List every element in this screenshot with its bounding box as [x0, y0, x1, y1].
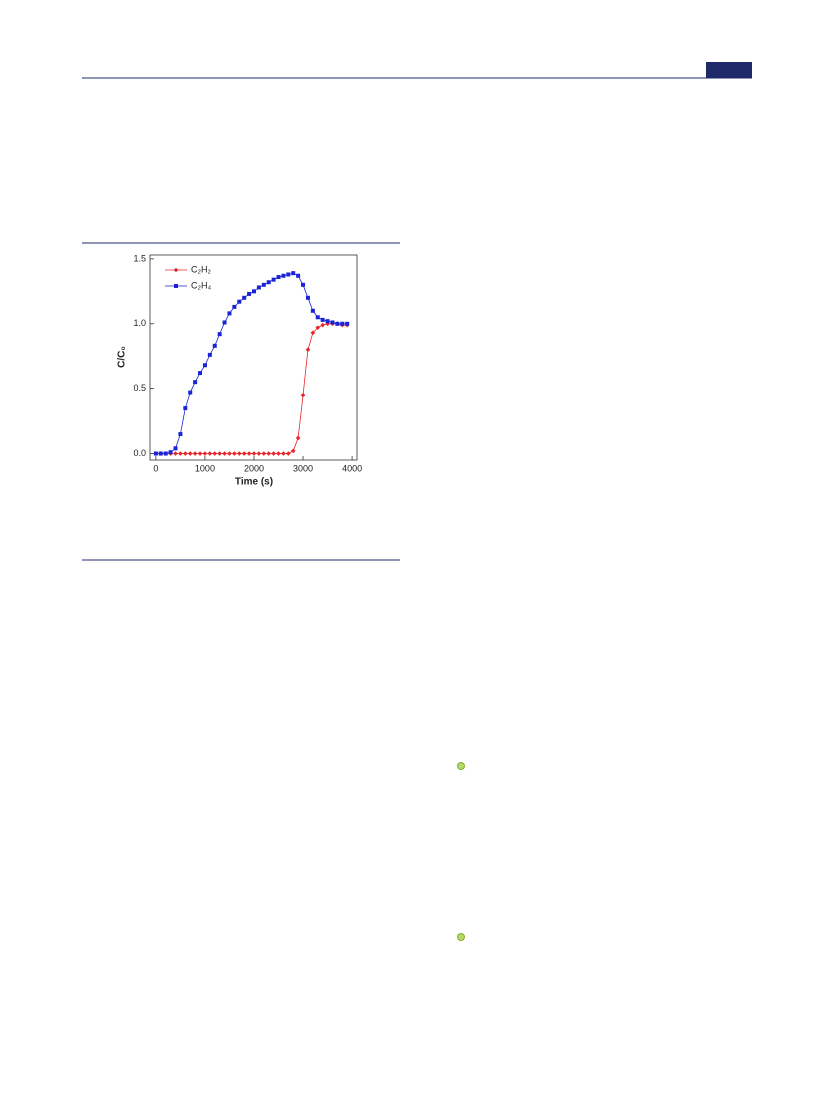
data-point — [153, 451, 158, 456]
y-tick-label: 0.0 — [133, 448, 146, 458]
data-point — [315, 315, 320, 320]
y-axis-label: C/C₀ — [117, 346, 128, 368]
data-point — [183, 451, 188, 456]
legend-marker — [174, 284, 178, 288]
data-point — [266, 280, 271, 285]
data-point — [168, 450, 173, 455]
data-point — [163, 451, 168, 456]
bullet-icon — [457, 762, 465, 770]
chart: Time (s) C/C₀ 0 1000 2000 3000 4000 0.0 0.5 1.0… — [117, 253, 362, 487]
y-tick-label: 1.5 — [133, 253, 146, 263]
x-axis-label: Time (s) — [235, 477, 273, 488]
data-point — [227, 311, 232, 316]
data-point — [271, 277, 276, 282]
data-point — [330, 320, 335, 325]
data-point — [281, 451, 286, 456]
data-point — [266, 451, 272, 456]
header-badge — [706, 62, 752, 78]
data-point — [241, 451, 247, 456]
data-point — [325, 319, 330, 324]
data-point — [173, 451, 178, 456]
data-point — [202, 363, 207, 368]
data-point — [212, 343, 217, 348]
data-point — [300, 392, 306, 398]
x-tick-label: 1000 — [195, 463, 215, 473]
data-point — [276, 451, 281, 456]
data-point — [187, 451, 193, 456]
x-tick-label: 4000 — [342, 463, 362, 473]
data-point — [286, 272, 291, 277]
data-point — [320, 322, 325, 328]
data-point — [217, 332, 222, 337]
data-point — [236, 451, 242, 456]
data-point — [345, 321, 350, 326]
y-tick-label: 0.5 — [133, 383, 146, 393]
legend-label: C₂H₂ — [191, 264, 211, 274]
series-line — [155, 272, 348, 454]
data-point — [192, 451, 198, 456]
data-point — [261, 282, 266, 287]
data-point — [193, 380, 198, 385]
data-point — [217, 451, 222, 456]
data-point — [232, 304, 237, 309]
data-point — [281, 273, 286, 278]
plot-frame — [149, 254, 358, 461]
data-point — [295, 435, 301, 441]
data-point — [173, 446, 178, 451]
data-point — [178, 451, 183, 456]
bullet-icon — [457, 933, 465, 941]
data-point — [261, 451, 267, 456]
y-tick-label: 1.0 — [133, 318, 146, 328]
data-point — [212, 451, 218, 456]
data-point — [247, 291, 252, 296]
data-point — [320, 317, 325, 322]
data-point — [291, 271, 296, 276]
legend-marker — [173, 267, 179, 273]
data-point — [276, 275, 281, 280]
data-point — [222, 320, 227, 325]
data-point — [222, 451, 227, 456]
data-point — [340, 321, 345, 326]
data-point — [305, 347, 311, 353]
data-point — [158, 451, 163, 456]
x-tick-label: 2000 — [244, 463, 264, 473]
data-point — [207, 352, 212, 357]
data-point — [198, 371, 203, 376]
data-point — [310, 308, 315, 313]
data-point — [305, 295, 310, 300]
data-point — [207, 451, 213, 456]
data-point — [237, 299, 242, 304]
data-point — [296, 273, 301, 278]
data-point — [178, 432, 183, 437]
data-point — [251, 289, 256, 294]
data-point — [232, 451, 237, 456]
data-point — [335, 321, 340, 326]
x-tick-label: 3000 — [293, 463, 313, 473]
legend-label: C₂H₄ — [191, 280, 211, 290]
data-point — [271, 451, 276, 456]
data-point — [290, 448, 296, 454]
data-point — [301, 282, 306, 287]
data-point — [242, 295, 247, 300]
data-point — [188, 390, 193, 395]
x-tick-label: 0 — [153, 463, 158, 473]
data-point — [256, 451, 262, 456]
series-line — [155, 323, 348, 454]
data-point — [251, 451, 257, 456]
data-point — [183, 406, 188, 411]
data-point — [227, 451, 232, 456]
data-point — [286, 451, 291, 456]
data-point — [197, 451, 203, 456]
data-point — [202, 451, 208, 456]
data-point — [310, 330, 316, 336]
data-point — [315, 325, 321, 330]
data-point — [246, 451, 252, 456]
data-point — [256, 285, 261, 290]
